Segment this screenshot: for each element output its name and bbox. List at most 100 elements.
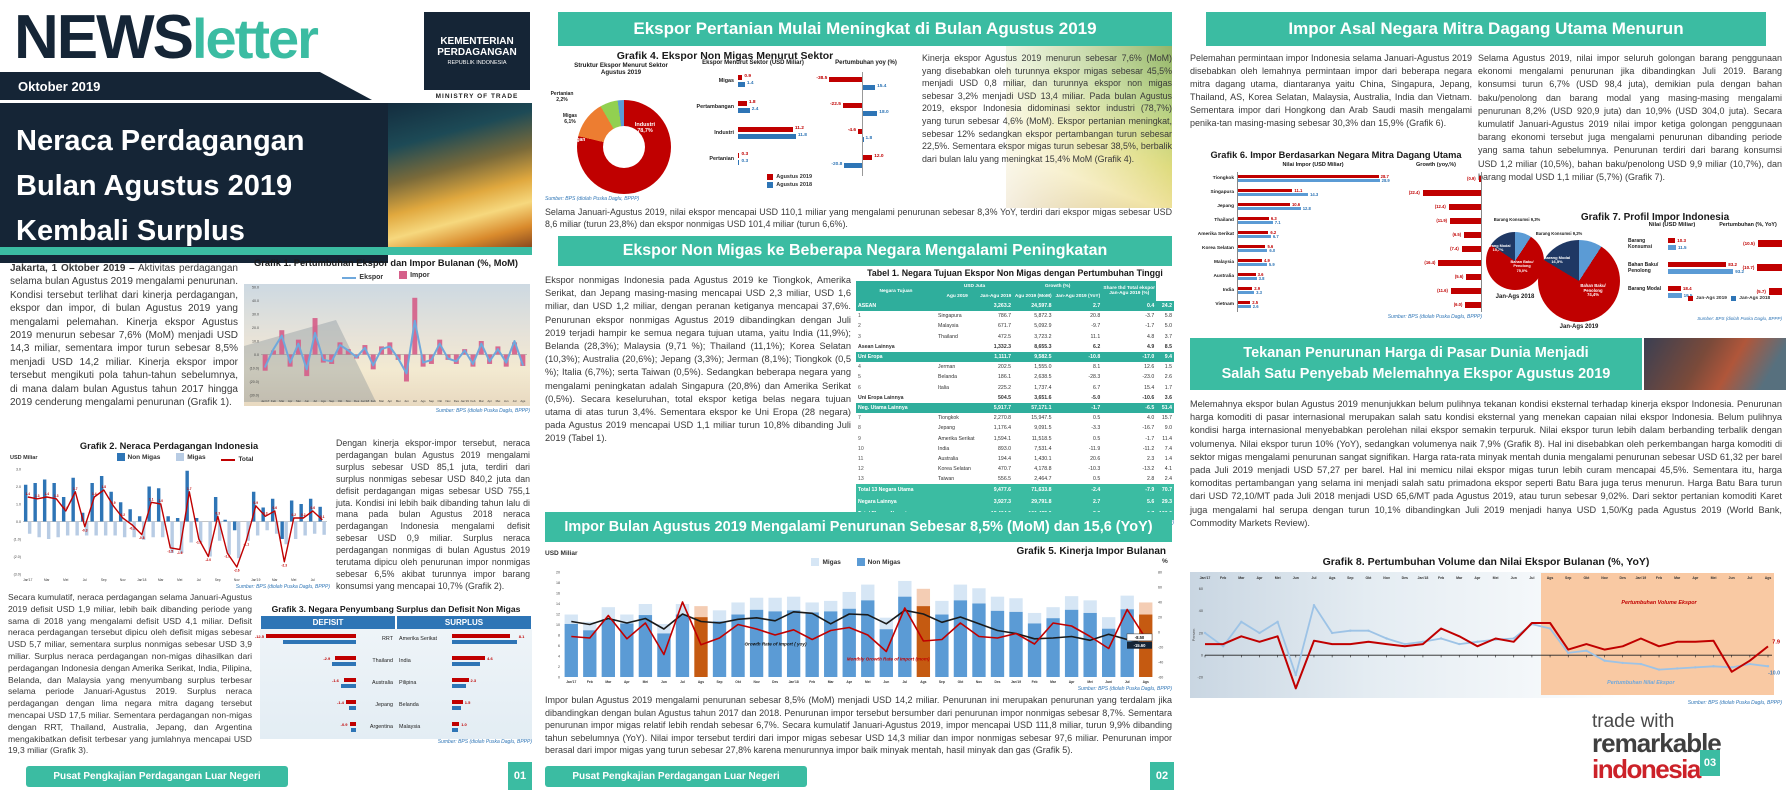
tabel1-table: Negara Tujuan USD Juta Growth (%) Share thd…	[856, 281, 1174, 521]
svg-text:Nov: Nov	[445, 399, 451, 403]
grafik7-pie-2019: Barang Konsumsi 9,2% Barang Modal 16,5% B…	[1534, 231, 1626, 332]
svg-text:-1.6: -1.6	[177, 551, 183, 555]
svg-text:Apr: Apr	[1256, 576, 1263, 580]
grafik4-title: Grafik 4. Ekspor Non Migas Menurut Sekto…	[616, 50, 834, 62]
svg-text:18: 18	[556, 581, 560, 585]
surplus-row: Amerika Serikat 8.1	[399, 634, 525, 644]
svg-text:Jan'18: Jan'18	[361, 399, 370, 403]
svg-text:4: 4	[558, 654, 560, 658]
svg-text:Mei: Mei	[865, 680, 871, 684]
svg-text:0.0: 0.0	[254, 353, 259, 357]
svg-text:Jul: Jul	[83, 578, 87, 582]
svg-text:Feb: Feb	[809, 680, 815, 684]
svg-text:Mar: Mar	[272, 578, 278, 582]
svg-text:Jan'17: Jan'17	[1200, 576, 1211, 580]
svg-text:Jan'19: Jan'19	[460, 399, 469, 403]
svg-text:Jan'19: Jan'19	[251, 578, 261, 582]
svg-text:Mei: Mei	[643, 680, 649, 684]
grafik7-pie-2018: Barang Konsumsi 9,3% Barang Modal 15,7% B…	[1478, 217, 1556, 312]
svg-text:20: 20	[556, 570, 560, 574]
country-row: Malaysia 4.9 5.9 (16.4)	[1190, 256, 1482, 270]
svg-text:1.8: 1.8	[102, 485, 107, 489]
logo-line: indonesia	[1592, 754, 1701, 784]
svg-text:Des: Des	[994, 680, 1000, 684]
svg-text:Feb: Feb	[587, 680, 593, 684]
svg-text:Okt: Okt	[958, 680, 964, 684]
legend-label: Impor	[410, 271, 430, 279]
svg-text:-2.6: -2.6	[234, 569, 240, 573]
svg-text:Sep: Sep	[215, 578, 221, 582]
svg-text:Nov: Nov	[1383, 576, 1390, 580]
table-row: 11 Australia 194.4 1,430.1 20.6 2.3 1.4	[858, 455, 1172, 462]
svg-text:20.0: 20.0	[252, 326, 259, 330]
svg-text:(1.0): (1.0)	[14, 537, 21, 541]
country-row: Thailand 6.3 7.1 (11.9)	[1190, 214, 1482, 228]
growth-row: 12.0 -20.8	[831, 154, 884, 168]
svg-text:1.3: 1.3	[54, 494, 59, 498]
grafik6-col2: Growth (yoy,%)	[1416, 162, 1456, 168]
nonmigas-swatch	[856, 558, 865, 566]
svg-text:Jul: Jul	[680, 680, 685, 684]
tabel1: Tabel 1. Negara Tujuan Ekspor Non Migas …	[856, 268, 1174, 526]
svg-text:0.2: 0.2	[292, 513, 297, 517]
svg-text:Growth Rate of Import ( yoy): Growth Rate of Import ( yoy)	[744, 642, 806, 647]
svg-text:10.0: 10.0	[252, 339, 259, 343]
nonmigas-destination-paragraph: Ekspor nonmigas Indonesia pada Agustus 2…	[545, 275, 851, 444]
goods-row: Barang Konsumsi 10.3 11.5 (10.5)	[1628, 234, 1782, 258]
svg-text:Mei: Mei	[63, 578, 68, 582]
grafik8-title: Grafik 8. Pertumbuhan Volume dan Nilai E…	[1322, 556, 1650, 568]
svg-text:Jun: Jun	[661, 680, 667, 684]
pie2018-caption: Jan-Ags 2018	[1495, 294, 1535, 300]
svg-text:Jun: Jun	[883, 680, 889, 684]
svg-text:0.3: 0.3	[263, 511, 268, 515]
grafik5-chart: 0 2 4 6 8 10 12 14 16 18 20 -60 -40 -20 0 20 40 60 80 Growt…	[545, 568, 1175, 686]
svg-text:0.3: 0.3	[216, 511, 221, 515]
svg-text:0.6: 0.6	[64, 506, 69, 510]
grafik6-col1: Nilai Impor (USD Miliar)	[1282, 162, 1344, 168]
svg-text:-20: -20	[1198, 676, 1204, 680]
svg-text:1.3: 1.3	[35, 494, 40, 498]
svg-text:Mei: Mei	[1493, 576, 1499, 580]
svg-text:Mar: Mar	[479, 399, 484, 403]
svg-text:Ags: Ags	[520, 399, 526, 403]
country-row: Amerika Serikat 6.2 6.7 (6.5)	[1190, 228, 1482, 242]
svg-text:0.9: 0.9	[111, 501, 116, 505]
header-ekspor-nonmigas: Ekspor Non Migas ke Beberapa Negara Meng…	[558, 236, 1172, 266]
svg-text:Sep: Sep	[329, 399, 335, 403]
page-1: NEWSletter Oktober 2019 KEMENTERIAN PERD…	[0, 0, 532, 794]
table-row: 10 India 893.0 7,531.4 -11.9 -11.2 7.4	[858, 445, 1172, 452]
svg-text:Feb: Feb	[271, 399, 276, 403]
svg-text:Jun: Jun	[1511, 576, 1517, 580]
svg-text:Ags: Ags	[1547, 576, 1554, 580]
lead-text: Aktivitas perdagangan selama bulan Agust…	[10, 263, 238, 409]
svg-text:-2.3: -2.3	[282, 563, 288, 567]
headline: Neraca Perdagangan Bulan Agustus 2019 Ke…	[0, 103, 388, 263]
svg-text:-1.8: -1.8	[225, 555, 231, 559]
svg-text:Nov: Nov	[346, 399, 352, 403]
grafik4-legend: Agustus 2019 Agustus 2018	[694, 174, 812, 190]
svg-text:Mar: Mar	[158, 578, 164, 582]
svg-text:Des: Des	[1402, 576, 1408, 580]
svg-text:Mar: Mar	[1050, 680, 1057, 684]
svg-text:0: 0	[1201, 653, 1203, 657]
svg-text:-8.50: -8.50	[1135, 635, 1145, 640]
grafik6-source: Sumber: BPS (diolah Puska Daglu, BPPP)	[1387, 314, 1482, 320]
svg-text:40.0: 40.0	[252, 299, 259, 303]
svg-text:Jun: Jun	[1729, 576, 1735, 580]
svg-text:-20: -20	[1158, 645, 1163, 649]
grafik5-legend: Migas Non Migas	[696, 558, 1016, 568]
svg-text:Jan'19: Jan'19	[1635, 576, 1646, 580]
table-row: Uni Eropa Lainnya 504.5 3,651.6 -5.0 -10.6 3.…	[858, 394, 1172, 401]
page-3: Impor Asal Negara Mitra Dagang Utama Men…	[1182, 0, 1786, 794]
svg-text:Ags: Ags	[920, 680, 926, 684]
svg-text:Jul: Jul	[1747, 576, 1752, 580]
svg-text:-1.0: -1.0	[196, 541, 202, 545]
svg-text:10: 10	[556, 623, 560, 627]
grafik4-growth: Pertumbuhan yoy (%) -38.5 15.4 -22.5 18.0 -4…	[816, 60, 916, 200]
logo-line: trade with	[1592, 711, 1675, 732]
svg-text:(3.0): (3.0)	[14, 572, 21, 576]
svg-text:7.9: 7.9	[1772, 639, 1780, 645]
issue-banner: Oktober 2019	[0, 72, 372, 100]
grafik3-chart: Grafik 3. Negara Penyumbang Surplus dan …	[255, 604, 532, 745]
svg-text:Pertumbuhan Volume Ekspor: Pertumbuhan Volume Ekspor	[1621, 600, 1697, 606]
